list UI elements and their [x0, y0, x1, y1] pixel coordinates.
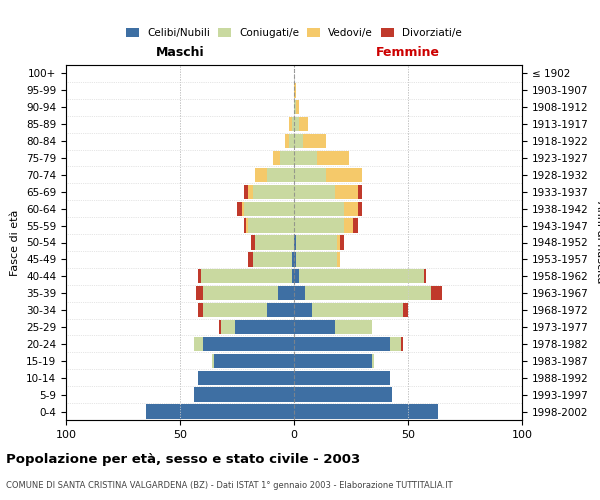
- Bar: [294, 202, 344, 216]
- Bar: [294, 336, 390, 351]
- Bar: [371, 354, 374, 368]
- Bar: [246, 218, 248, 233]
- Text: Femmine: Femmine: [376, 46, 440, 60]
- Bar: [244, 184, 248, 199]
- Bar: [280, 151, 294, 165]
- Bar: [214, 354, 294, 368]
- Bar: [294, 100, 296, 114]
- Bar: [296, 100, 299, 114]
- Bar: [294, 218, 344, 233]
- Bar: [403, 303, 408, 318]
- Bar: [294, 168, 326, 182]
- Bar: [198, 303, 203, 318]
- Bar: [390, 336, 401, 351]
- Bar: [340, 236, 344, 250]
- Bar: [294, 134, 303, 148]
- Bar: [289, 134, 294, 148]
- Bar: [248, 184, 253, 199]
- Bar: [203, 336, 294, 351]
- Bar: [194, 336, 203, 351]
- Bar: [317, 151, 349, 165]
- Bar: [344, 218, 353, 233]
- Bar: [146, 404, 294, 418]
- Bar: [242, 202, 244, 216]
- Bar: [203, 286, 278, 300]
- Bar: [212, 354, 214, 368]
- Bar: [294, 404, 437, 418]
- Bar: [294, 269, 299, 283]
- Bar: [296, 252, 337, 266]
- Bar: [278, 286, 294, 300]
- Bar: [194, 388, 294, 402]
- Bar: [274, 151, 280, 165]
- Bar: [292, 252, 294, 266]
- Bar: [292, 269, 294, 283]
- Bar: [294, 320, 335, 334]
- Bar: [219, 320, 221, 334]
- Bar: [299, 269, 424, 283]
- Bar: [248, 252, 253, 266]
- Bar: [326, 168, 362, 182]
- Bar: [248, 218, 294, 233]
- Bar: [294, 236, 296, 250]
- Bar: [294, 370, 390, 385]
- Bar: [299, 117, 308, 132]
- Bar: [358, 202, 362, 216]
- Text: Maschi: Maschi: [155, 46, 205, 60]
- Bar: [289, 117, 292, 132]
- Bar: [203, 303, 266, 318]
- Bar: [335, 320, 371, 334]
- Bar: [294, 388, 392, 402]
- Bar: [337, 236, 340, 250]
- Bar: [294, 303, 312, 318]
- Bar: [353, 218, 358, 233]
- Bar: [198, 370, 294, 385]
- Bar: [294, 286, 305, 300]
- Y-axis label: Anni di nascita: Anni di nascita: [595, 201, 600, 284]
- Bar: [292, 117, 294, 132]
- Bar: [294, 117, 299, 132]
- Y-axis label: Fasce di età: Fasce di età: [10, 210, 20, 276]
- Bar: [244, 202, 294, 216]
- Bar: [294, 83, 296, 98]
- Bar: [312, 303, 403, 318]
- Bar: [237, 202, 242, 216]
- Bar: [401, 336, 403, 351]
- Bar: [424, 269, 426, 283]
- Bar: [294, 354, 371, 368]
- Bar: [198, 269, 200, 283]
- Bar: [251, 236, 255, 250]
- Bar: [244, 218, 246, 233]
- Bar: [294, 252, 296, 266]
- Bar: [294, 151, 317, 165]
- Legend: Celibi/Nubili, Coniugati/e, Vedovi/e, Divorziati/e: Celibi/Nubili, Coniugati/e, Vedovi/e, Di…: [122, 24, 466, 42]
- Bar: [200, 269, 292, 283]
- Bar: [196, 286, 203, 300]
- Bar: [235, 320, 294, 334]
- Bar: [296, 236, 337, 250]
- Bar: [255, 236, 294, 250]
- Bar: [253, 252, 292, 266]
- Bar: [221, 320, 235, 334]
- Bar: [344, 202, 358, 216]
- Bar: [303, 134, 326, 148]
- Bar: [294, 184, 335, 199]
- Bar: [335, 184, 358, 199]
- Bar: [337, 252, 340, 266]
- Text: Popolazione per età, sesso e stato civile - 2003: Popolazione per età, sesso e stato civil…: [6, 452, 360, 466]
- Text: COMUNE DI SANTA CRISTINA VALGARDENA (BZ) - Dati ISTAT 1° gennaio 2003 - Elaboraz: COMUNE DI SANTA CRISTINA VALGARDENA (BZ)…: [6, 481, 452, 490]
- Bar: [285, 134, 289, 148]
- Bar: [358, 184, 362, 199]
- Bar: [266, 168, 294, 182]
- Bar: [431, 286, 442, 300]
- Bar: [266, 303, 294, 318]
- Bar: [305, 286, 431, 300]
- Bar: [255, 168, 266, 182]
- Bar: [253, 184, 294, 199]
